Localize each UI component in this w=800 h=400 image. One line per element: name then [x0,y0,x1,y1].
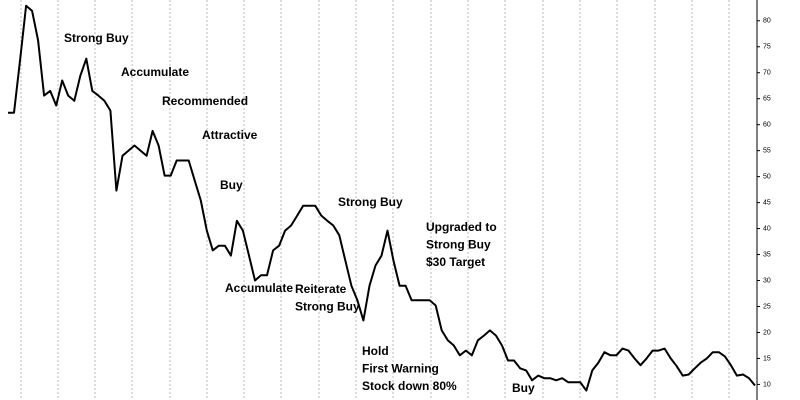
annotation: Reiterate [295,282,347,296]
y-tick-label: 30 [763,277,771,284]
annotation: First Warning [362,362,439,376]
y-tick-label: 70 [763,70,771,77]
y-tick-label: 10 [763,381,771,388]
annotation: Buy [220,178,243,192]
y-tick-label: 65 [763,96,771,103]
annotation: $30 Target [426,255,485,269]
y-tick-label: 35 [763,251,771,258]
y-tick-label: 55 [763,147,771,154]
y-tick-label: 75 [763,44,771,51]
y-tick-label: 60 [763,122,771,129]
annotation: Accumulate [121,65,189,79]
y-tick-label: 50 [763,173,771,180]
price-line [8,4,756,392]
annotation: Strong Buy [295,300,360,314]
annotation: Stock down 80% [362,379,457,393]
annotation: Buy [512,381,535,395]
annotation: Strong Buy [64,31,129,45]
annotation: Strong Buy [426,238,491,252]
y-tick-label: 25 [763,303,771,310]
y-tick-label: 40 [763,225,771,232]
annotation: Strong Buy [338,195,403,209]
annotation: Recommended [162,94,248,108]
annotation: Accumulate [225,281,293,295]
y-tick-label: 45 [763,199,771,206]
vertical-grid [20,0,730,400]
annotation: Upgraded to [426,220,497,234]
y-tick-label: 80 [763,18,771,25]
annotation: Hold [362,344,389,358]
annotation: Attractive [202,128,258,142]
y-tick-label: 15 [763,355,771,362]
y-tick-label: 20 [763,329,771,336]
